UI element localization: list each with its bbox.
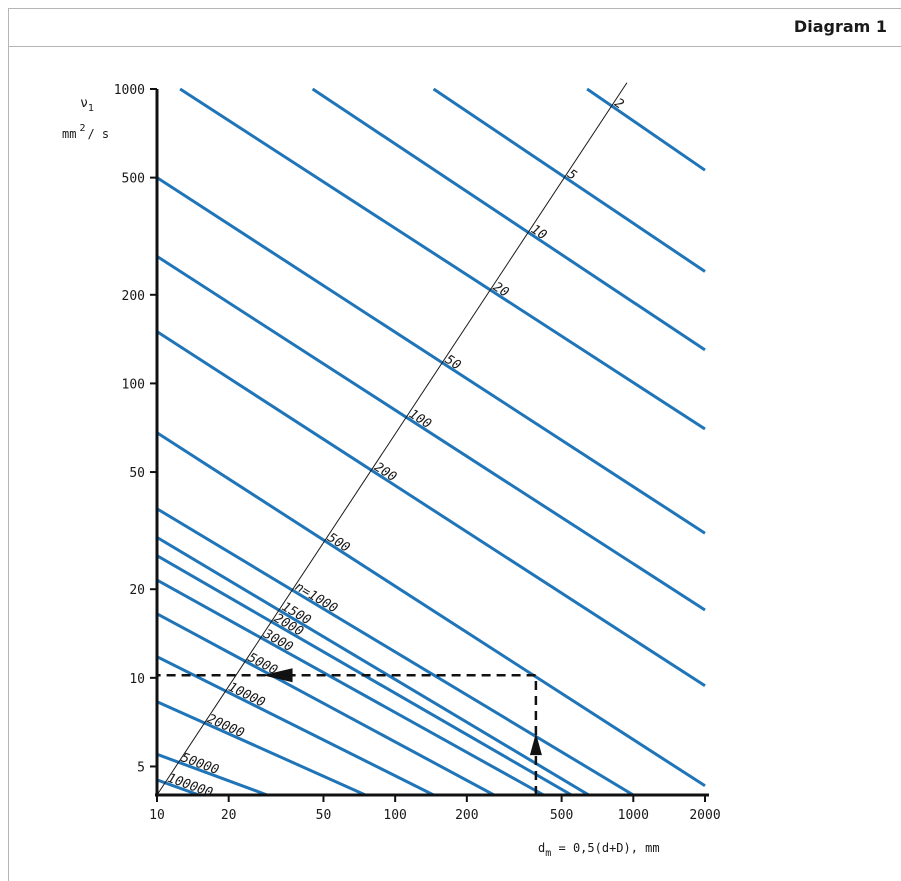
x-tick-label-20: 20	[221, 808, 237, 823]
series-line-20000	[157, 700, 367, 795]
series-label-50000: 50000	[179, 750, 221, 778]
series-line-100000	[157, 778, 200, 795]
y-tick-label-200: 200	[122, 289, 145, 304]
series-label-20000: 20000	[205, 712, 247, 742]
diagram-title: Diagram 1	[793, 17, 887, 36]
x-tick-label-50: 50	[316, 808, 332, 823]
frame-top-border	[8, 8, 901, 9]
x-tick-label-100: 100	[383, 808, 406, 823]
series-line-1000	[157, 507, 635, 795]
frame-left-border	[8, 8, 9, 881]
series-line-2	[586, 87, 706, 172]
arrow-up	[529, 733, 542, 756]
example-path	[157, 668, 542, 795]
y-tick-label-50: 50	[129, 466, 145, 481]
series-line-3000	[157, 578, 545, 795]
x-axis-title: dm = 0,5(d+D), mm	[538, 841, 660, 859]
y-axis-title-subscript: 1	[88, 103, 94, 114]
axes: 5 10 20 50 100 200 500 1000 10 20 50 100 200 500 1000 2…	[114, 83, 721, 823]
x-axis-title-subscript: m	[545, 848, 551, 859]
series-line-20	[179, 87, 706, 431]
series-line-10000	[157, 655, 435, 795]
y-axis-title-unit-mm: mm	[62, 127, 76, 141]
axis-titles: ν1 mm 2/ s dm = 0,5(d+D), mm	[62, 96, 660, 859]
x-tick-label-10: 10	[149, 808, 165, 823]
y-tick-label-1000: 1000	[114, 83, 145, 98]
y-tick-label-20: 20	[129, 583, 145, 598]
series-line-100	[157, 255, 706, 612]
series-label-10000: 10000	[226, 680, 268, 711]
y-tick-label-500: 500	[122, 172, 145, 187]
x-tick-label-500: 500	[550, 808, 573, 823]
series-line-5	[432, 87, 706, 273]
y-tick-label-5: 5	[137, 760, 145, 775]
series-line-50000	[157, 752, 268, 795]
y-axis-title-unit-per-s: / s	[87, 127, 109, 141]
header-separator	[8, 46, 901, 47]
series-line-50	[157, 176, 706, 535]
series-line-5000	[157, 612, 495, 795]
y-axis-title-nu: ν1	[80, 96, 94, 114]
y-tick-label-10: 10	[129, 672, 145, 687]
series-label-50: 50	[442, 352, 463, 373]
x-tick-label-1000: 1000	[618, 808, 649, 823]
x-axis-title-formula: = 0,5(d+D), mm	[551, 841, 659, 855]
series-label-5: 5	[564, 167, 579, 184]
series-label-2: 2	[611, 96, 626, 113]
series-line-1500	[157, 536, 590, 795]
series-lines	[157, 87, 706, 795]
arrow-left	[262, 668, 293, 683]
y-axis-title-superscript: 2	[79, 123, 85, 134]
series-line-500	[157, 431, 706, 788]
y-tick-label-100: 100	[122, 377, 145, 392]
x-tick-label-2000: 2000	[689, 808, 720, 823]
y-axis-title-nu-symbol: ν	[80, 96, 88, 111]
series-line-10	[311, 87, 706, 352]
y-axis-title-unit: mm 2/ s	[62, 123, 109, 141]
x-tick-label-200: 200	[455, 808, 478, 823]
x-axis-title-d: d	[538, 841, 545, 855]
series-label-20: 20	[490, 280, 511, 301]
series-label-10: 10	[528, 222, 549, 243]
series-line-200	[157, 330, 706, 688]
